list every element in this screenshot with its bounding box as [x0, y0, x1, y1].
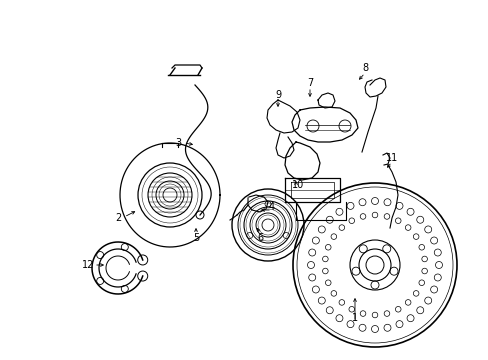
Text: 12: 12 — [81, 260, 94, 270]
Text: 8: 8 — [361, 63, 367, 73]
Text: 5: 5 — [192, 233, 199, 243]
Text: 9: 9 — [274, 90, 281, 100]
Text: 3: 3 — [175, 138, 181, 148]
Text: 4: 4 — [268, 202, 274, 212]
Text: 11: 11 — [385, 153, 397, 163]
Text: 2: 2 — [115, 213, 121, 223]
Text: 6: 6 — [256, 233, 263, 243]
Text: 10: 10 — [291, 180, 304, 190]
Text: 7: 7 — [306, 78, 312, 88]
Text: 1: 1 — [351, 313, 357, 323]
